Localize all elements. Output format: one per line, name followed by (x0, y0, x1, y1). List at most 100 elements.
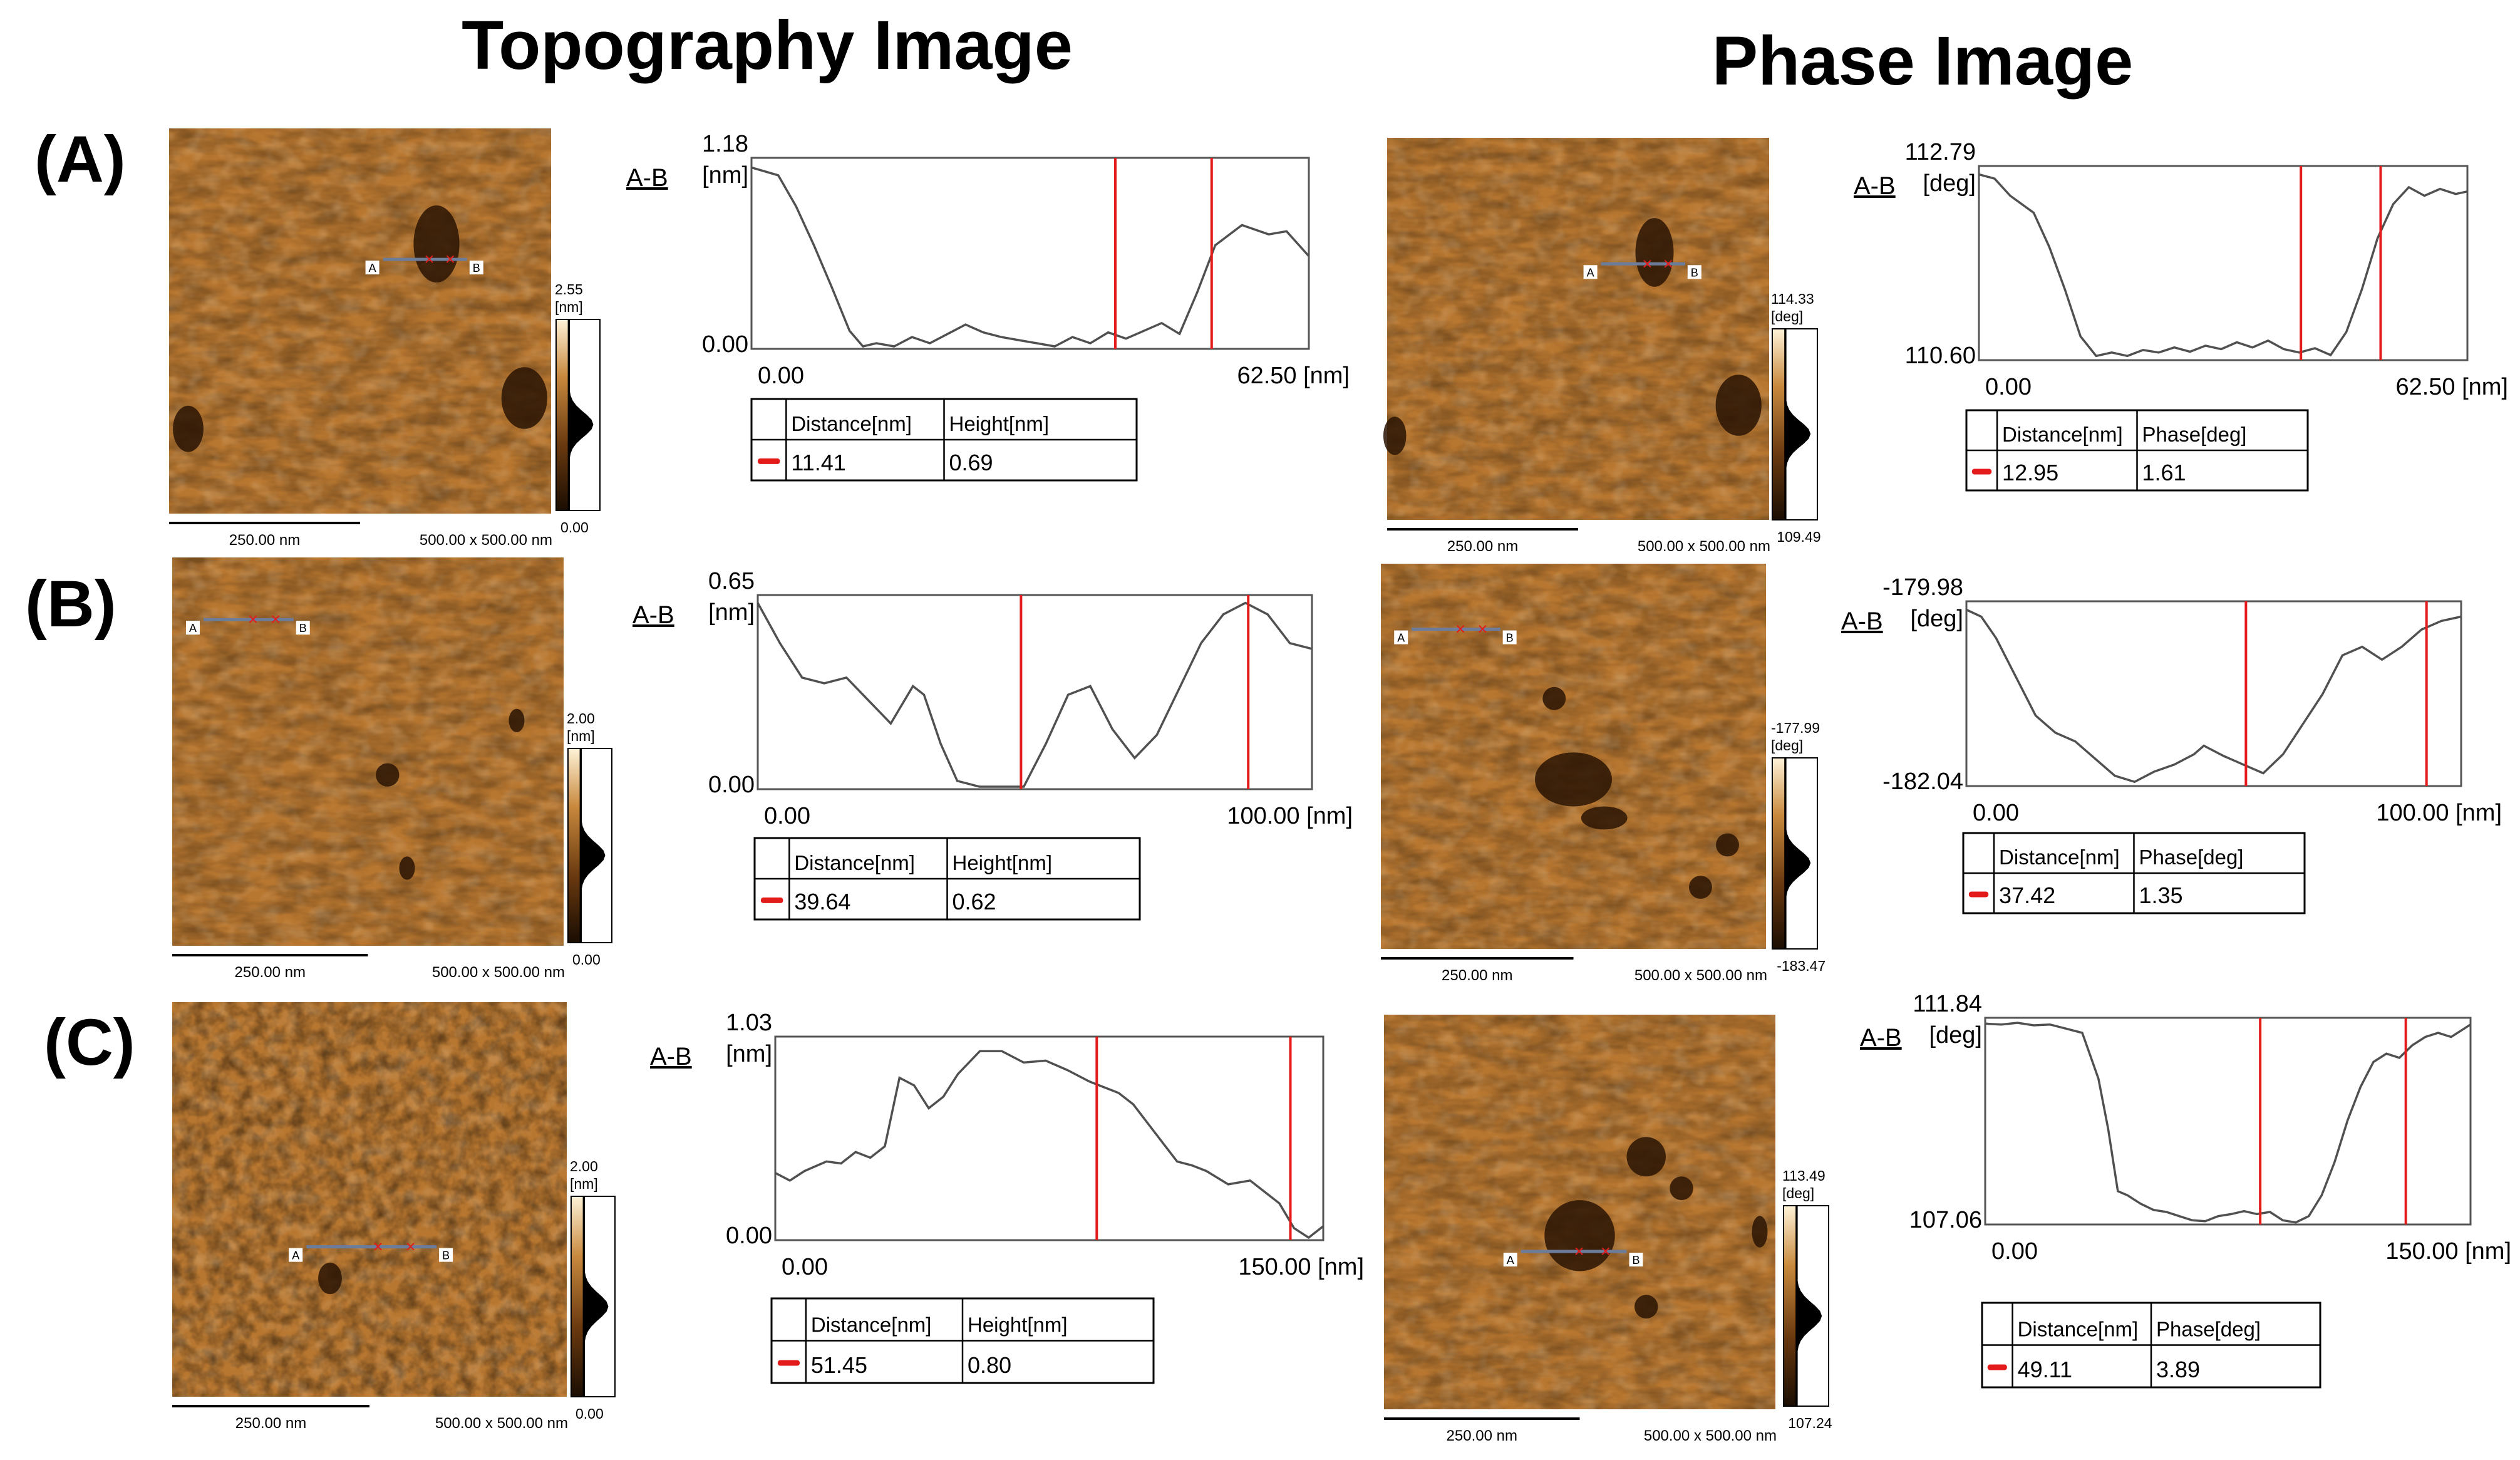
colorbar-max-label: 113.49 (1782, 1167, 1825, 1184)
image-size-label: 500.00 x 500.00 nm (1638, 538, 1770, 555)
marker-b-label: B (473, 262, 480, 274)
marker-a-label: A (292, 1250, 299, 1262)
profile-x-max-label: 62.50 [nm] (1237, 363, 1350, 389)
scale-bar-label: 250.00 nm (1447, 1427, 1517, 1444)
table-header-distance: Distance[nm] (794, 851, 915, 874)
figure-row-3: (C) × × A B 250.00 nm 500.00 x 500.00 nm 2.00 [n… (44, 991, 2511, 1444)
profile-curve (775, 1050, 1325, 1240)
measurement-table: Distance[nm] Phase[deg] 49.11 3.89 (1981, 1302, 2321, 1389)
phase-afm-image: × × A B 250.00 nm 500.00 x 500.00 nm (1384, 1015, 1777, 1444)
colorbar-histogram (569, 319, 594, 510)
marker-a-box (289, 1248, 303, 1262)
table-value-distance: 49.11 (2018, 1357, 2072, 1382)
colorbar-histogram (581, 748, 606, 943)
profile-tag: A-B (626, 164, 668, 192)
image-highlights (172, 1002, 567, 1397)
phase-afm-image: × × A B 250.00 nm 500.00 x 500.00 nm (1383, 138, 1770, 555)
dark-feature (1670, 1176, 1693, 1201)
marker-b-label: B (1506, 632, 1514, 645)
profile-curve (1985, 1022, 2471, 1224)
marker-a-label: A (1507, 1254, 1514, 1266)
table-value-distance: 39.64 (794, 889, 850, 914)
table-value-result: 0.80 (968, 1352, 1011, 1378)
table-value-distance: 51.45 (811, 1352, 867, 1378)
profile-x-max-label: 62.50 [nm] (2395, 374, 2508, 400)
colorbar-gradient (555, 319, 569, 511)
profile-y-min-label: 0.00 (702, 331, 748, 358)
colorbar-gradient (571, 1196, 584, 1397)
dark-feature (376, 763, 400, 787)
height-profile-chart: A-B 112.79 [deg] 110.60 0.00 62.50 [nm] (1854, 139, 2508, 400)
profile-x-min-label: 0.00 (758, 363, 804, 389)
profile-y-unit-label: [deg] (1929, 1022, 1982, 1048)
profile-y-max-label: 111.84 (1913, 991, 1982, 1017)
table-header-distance: Distance[nm] (791, 412, 912, 435)
cursor-x-mark: × (424, 249, 434, 269)
colorbar-min-label: 107.24 (1788, 1415, 1832, 1431)
colorbar-max-label: 2.00 (567, 710, 595, 727)
measurement-table: Distance[nm] Phase[deg] 37.42 1.35 (1962, 832, 2306, 914)
height-profile-chart: A-B 111.84 [deg] 107.06 0.00 150.00 [nm] (1860, 991, 2511, 1265)
marker-b-box (469, 261, 483, 275)
colorbar-gradient (1772, 328, 1786, 520)
marker-b-box (1629, 1253, 1643, 1266)
colorbar-unit-label: [deg] (1771, 308, 1803, 324)
profile-frame (757, 594, 1313, 790)
table-series-swatch (1971, 469, 1992, 475)
table-header-value: Height[nm] (949, 412, 1050, 435)
table-series-swatch (1987, 1364, 2007, 1370)
marker-b-box (1502, 630, 1517, 645)
profile-y-min-label: 110.60 (1905, 343, 1976, 369)
height-profile-chart: A-B 1.03 [nm] 0.00 0.00 150.00 [nm] (650, 1010, 1364, 1280)
profile-curve (757, 601, 1313, 788)
measurement-table: Distance[nm] Height[nm] 11.41 0.69 (750, 398, 1138, 482)
table-value-result: 1.35 (2139, 883, 2183, 908)
dark-feature (1581, 806, 1628, 830)
profile-frame (1978, 165, 2469, 361)
dark-feature (1716, 833, 1739, 857)
marker-a-label: A (189, 622, 197, 634)
colorbar-unit-label: [deg] (1771, 737, 1803, 753)
marker-b-label: B (442, 1250, 450, 1262)
profile-frame (1965, 600, 2462, 787)
table-value-result: 1.61 (2142, 460, 2186, 485)
table-value-result: 0.62 (953, 889, 996, 914)
height-profile-chart: A-B -179.98 [deg] -182.04 0.00 100.00 [nm] (1841, 574, 2502, 826)
colorbar-max-label: 2.55 (555, 281, 583, 298)
dark-feature (501, 367, 547, 429)
profile-y-min-label: 107.06 (1909, 1207, 1982, 1233)
table-series-swatch (1968, 891, 1989, 898)
profile-y-max-label: 112.79 (1905, 139, 1976, 165)
profile-frame (750, 157, 1310, 350)
panel-label: (A) (34, 123, 126, 196)
profile-y-max-label: 1.03 (726, 1010, 772, 1036)
marker-a-box (1583, 265, 1598, 279)
marker-a-label: A (369, 262, 376, 274)
table-header-value: Phase[deg] (2139, 846, 2244, 869)
table-series-swatch (760, 897, 783, 903)
image-size-label: 500.00 x 500.00 nm (1634, 967, 1767, 984)
marker-b-box (296, 621, 310, 635)
profile-x-max-label: 150.00 [nm] (2385, 1238, 2511, 1265)
profile-y-unit-label: [deg] (1923, 170, 1976, 197)
table-value-distance: 37.42 (1999, 883, 2055, 908)
profile-y-unit-label: [nm] (726, 1041, 772, 1067)
scale-bar-label: 250.00 nm (1447, 538, 1518, 555)
profile-x-max-label: 100.00 [nm] (2376, 800, 2502, 826)
image-highlights (172, 557, 564, 946)
profile-tag: A-B (1860, 1024, 1902, 1052)
cursor-x-mark: × (1642, 254, 1652, 273)
colorbar-min-label: 0.00 (576, 1406, 604, 1422)
colorbar-max-label: 2.00 (570, 1158, 598, 1174)
colorbar-gradient (1783, 1205, 1797, 1407)
table-value-result: 3.89 (2156, 1357, 2200, 1382)
profile-x-min-label: 0.00 (1985, 374, 2032, 400)
colorbar-gradient (1772, 757, 1786, 950)
table-header-distance: Distance[nm] (1999, 846, 2120, 869)
profile-curve (1966, 608, 2462, 784)
table-header-distance: Distance[nm] (811, 1313, 932, 1337)
profile-tag: A-B (1854, 172, 1896, 200)
cursor-x-mark: × (1663, 254, 1673, 273)
cursor-x-mark: × (1601, 1241, 1611, 1261)
